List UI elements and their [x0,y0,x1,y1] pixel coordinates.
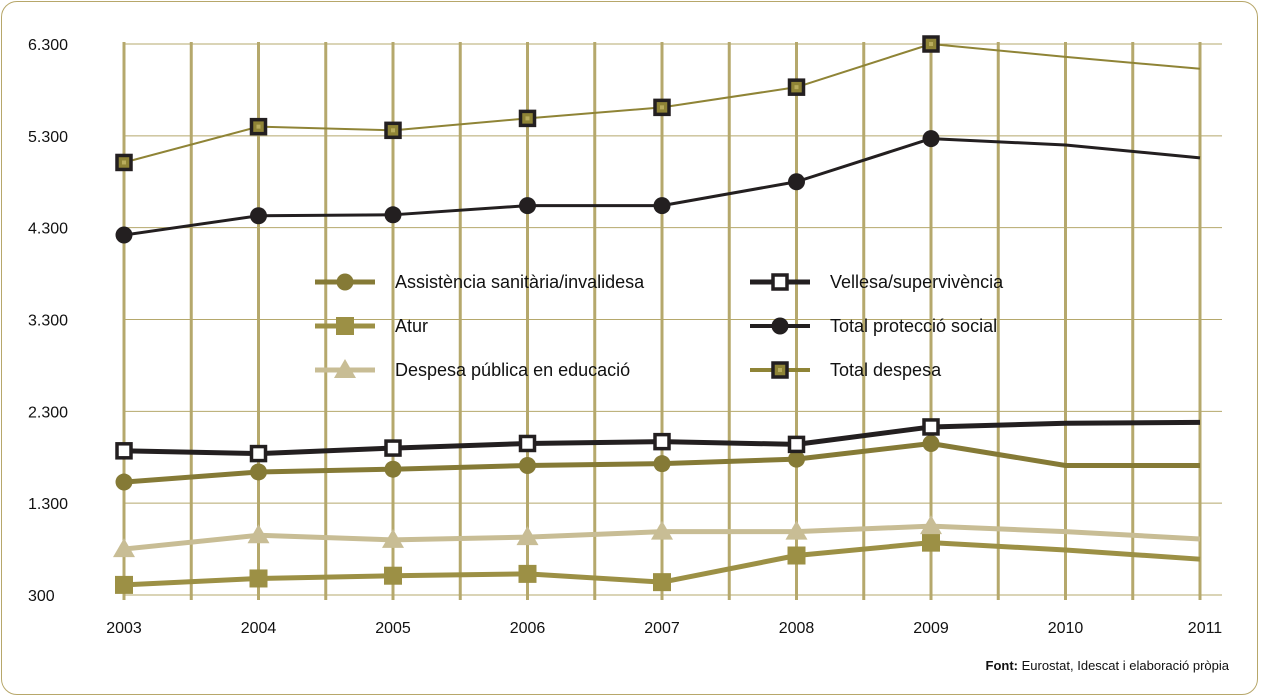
legend-item: Vellesa/supervivència [750,272,1004,292]
marker-center [778,368,782,372]
data-point [922,533,940,552]
data-point [653,432,671,451]
y-tick-label: 3.300 [28,313,68,330]
legend: Assistència sanitària/invalidesa Atur Desp… [315,272,1004,380]
data-point [922,418,940,436]
data-point [382,528,404,548]
legend-label: Vellesa/supervivència [830,272,1004,292]
source-label: Font: [985,658,1018,673]
x-tick-label: 2004 [241,620,277,637]
data-point [653,98,671,117]
legend-label: Total despesa [830,360,942,380]
data-point [787,546,806,565]
data-point [384,206,402,224]
grid [122,42,1222,600]
data-point [516,526,539,546]
data-point [249,569,268,588]
data-point [651,520,673,540]
data-point [653,197,671,215]
legend-swatch-marker [771,273,789,291]
data-point [247,524,270,544]
data-point [384,439,402,457]
marker-center [122,160,126,165]
x-tick-label: 2007 [644,620,680,637]
data-point [115,575,133,594]
legend-swatch-marker [336,273,354,291]
x-tick-label: 2009 [913,620,949,637]
x-tick-label: 2011 [1188,620,1223,637]
legend-swatch-marker [771,317,789,335]
data-point [787,78,806,96]
x-tick-label: 2008 [779,620,815,637]
legend-item: Total protecció social [750,316,997,336]
data-point [922,130,940,148]
data-point [115,473,133,491]
x-tick-label: 2005 [375,620,411,637]
legend-label: Atur [395,316,428,336]
marker-center [525,116,530,121]
source-note: Font: Eurostat, Idescat i elaboració prò… [986,658,1230,673]
data-point [653,455,671,473]
marker-center [391,128,395,133]
y-tick-label: 1.300 [28,496,68,513]
data-point [115,442,133,460]
data-point [250,463,267,481]
data-point [785,520,808,540]
x-tick-label: 2003 [106,620,142,637]
legend-item: Assistència sanitària/invalidesa [315,272,645,292]
marker-center [660,105,664,110]
y-tick-label: 2.300 [28,404,68,421]
legend-swatch-marker [336,317,354,335]
data-point [250,207,267,225]
legend-item: Atur [315,316,428,336]
data-point [518,434,537,453]
data-point [653,573,671,592]
y-tick-label: 300 [28,588,55,605]
legend-item: Total despesa [750,360,942,380]
marker-center [256,124,261,129]
x-axis-ticks: 2003 2004 2005 2006 2007 2008 2009 2010 2011 [106,620,1222,637]
data-point [518,109,537,128]
series-group [113,35,1201,594]
data-point [384,460,402,478]
y-tick-label: 4.300 [28,221,68,238]
legend-label: Despesa pública en educació [395,360,630,380]
data-point [115,153,133,172]
data-point [384,566,402,585]
y-tick-label: 5.300 [28,129,68,146]
legend-item: Despesa pública en educació [315,359,630,380]
data-point [788,173,805,191]
data-point [384,121,402,140]
legend-swatch-marker [771,361,789,379]
legend-label: Assistència sanitària/invalidesa [395,272,645,292]
y-tick-label: 6.300 [28,37,68,54]
data-point [922,434,940,452]
data-point [115,226,133,244]
data-point [922,35,940,53]
data-point [787,435,806,454]
data-point [519,457,536,475]
data-point [113,538,135,558]
data-point [788,450,805,468]
y-axis-ticks: 300 1.300 2.300 3.300 4.300 5.300 6.300 [28,37,68,605]
data-point [249,117,268,136]
source-text: Eurostat, Idescat i elaboració pròpia [1017,658,1229,673]
data-point [518,564,537,583]
x-tick-label: 2006 [510,620,546,637]
legend-swatch-marker [334,359,356,378]
data-point [519,197,536,215]
legend-label: Total protecció social [830,316,997,336]
marker-center [929,42,933,46]
data-point [920,515,942,535]
data-point [249,444,268,463]
marker-center [794,85,799,90]
x-tick-label: 2010 [1048,620,1084,637]
